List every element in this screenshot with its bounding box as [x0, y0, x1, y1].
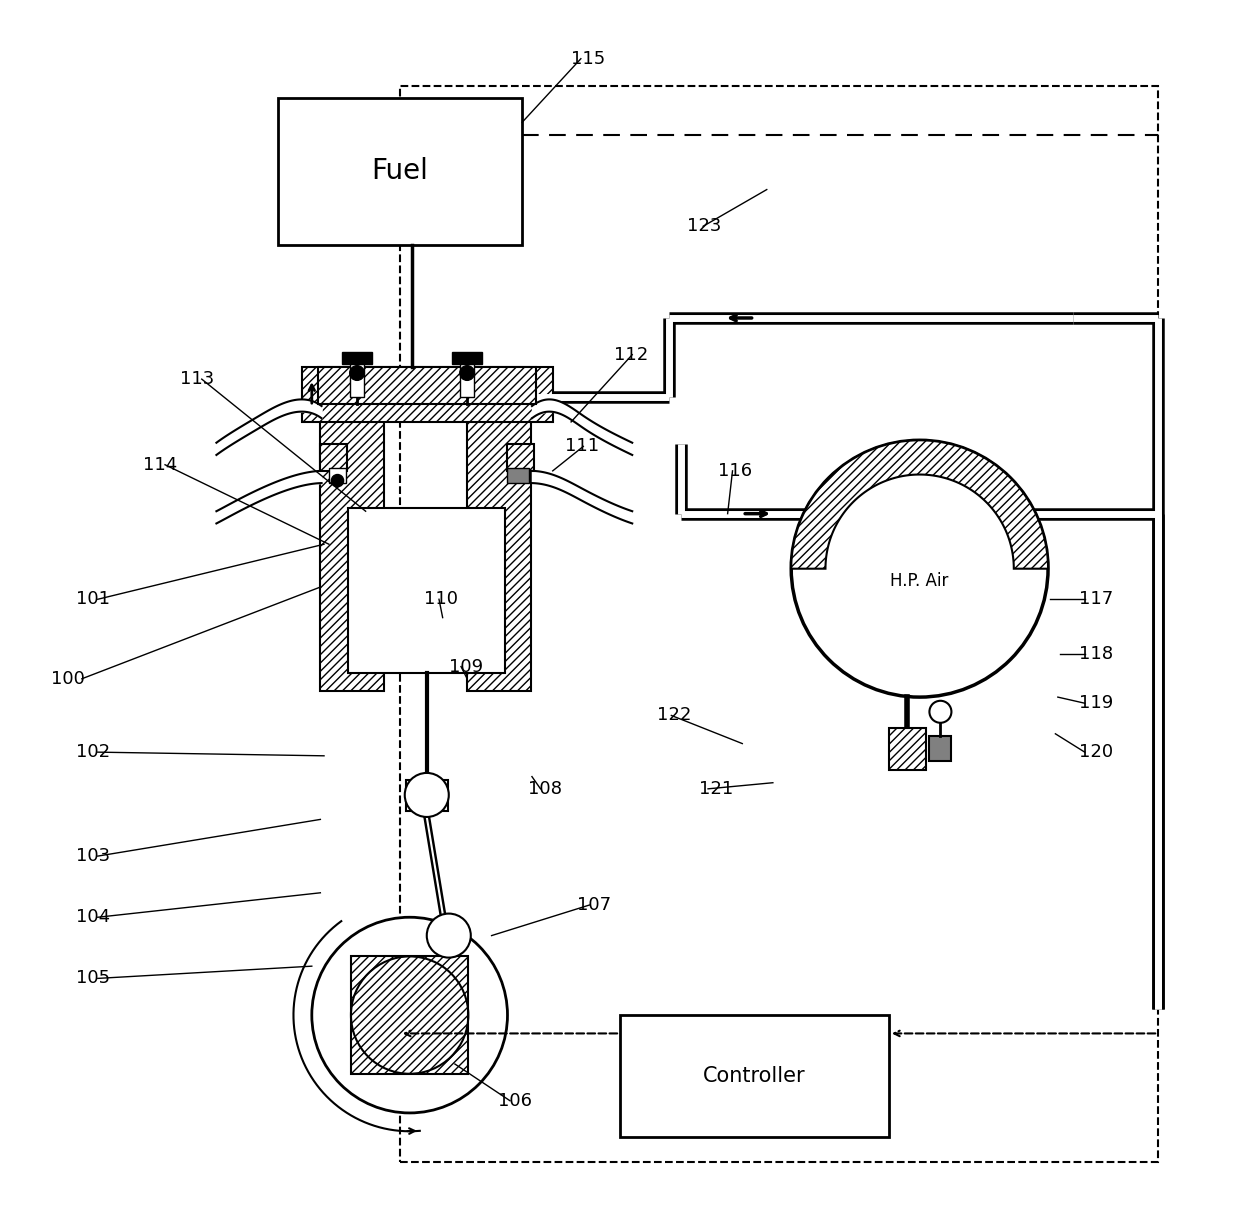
Polygon shape	[791, 440, 1048, 569]
Bar	[507, 444, 534, 471]
Text: 121: 121	[699, 780, 734, 797]
Bar	[889, 728, 926, 770]
Text: 104: 104	[76, 909, 110, 926]
Text: Controller: Controller	[703, 1066, 806, 1086]
Text: 100: 100	[51, 670, 86, 687]
Circle shape	[350, 366, 365, 380]
Text: 107: 107	[577, 896, 611, 914]
Circle shape	[791, 440, 1048, 697]
Bar	[930, 736, 951, 761]
Text: 105: 105	[76, 970, 110, 987]
Bar	[278, 98, 522, 245]
Text: 114: 114	[143, 456, 177, 473]
Circle shape	[460, 366, 475, 380]
Bar	[329, 468, 346, 483]
Bar	[342, 352, 372, 364]
Bar	[303, 367, 553, 422]
Text: 102: 102	[76, 744, 110, 761]
Circle shape	[311, 917, 507, 1113]
Bar	[467, 404, 531, 691]
Text: 115: 115	[572, 50, 605, 67]
Text: 110: 110	[424, 591, 459, 608]
Text: 118: 118	[1079, 646, 1112, 663]
Bar	[320, 444, 347, 471]
Text: 122: 122	[657, 707, 691, 724]
Text: 106: 106	[497, 1092, 532, 1109]
Bar	[350, 364, 365, 397]
Bar	[317, 367, 536, 404]
Bar	[399, 86, 1158, 1162]
Circle shape	[427, 914, 471, 958]
Text: 120: 120	[1079, 744, 1112, 761]
Text: 117: 117	[1079, 591, 1112, 608]
Circle shape	[331, 475, 343, 487]
Bar	[507, 468, 529, 483]
Circle shape	[404, 773, 449, 817]
Bar	[348, 508, 505, 673]
Bar	[405, 780, 448, 811]
Text: 108: 108	[528, 780, 562, 797]
Circle shape	[930, 701, 951, 723]
Bar	[620, 1015, 889, 1137]
Text: 101: 101	[76, 591, 110, 608]
Bar	[351, 956, 469, 1074]
Text: 116: 116	[718, 462, 751, 479]
Text: 112: 112	[614, 346, 649, 363]
Text: 113: 113	[180, 371, 215, 388]
Text: 119: 119	[1079, 695, 1112, 712]
Text: 103: 103	[76, 848, 110, 865]
Bar	[453, 352, 482, 364]
Bar	[460, 364, 475, 397]
Bar	[320, 404, 384, 691]
Text: Fuel: Fuel	[372, 158, 428, 185]
Text: 123: 123	[687, 218, 722, 235]
Text: 109: 109	[449, 658, 482, 675]
Text: 111: 111	[565, 438, 599, 455]
Text: H.P. Air: H.P. Air	[890, 572, 949, 589]
